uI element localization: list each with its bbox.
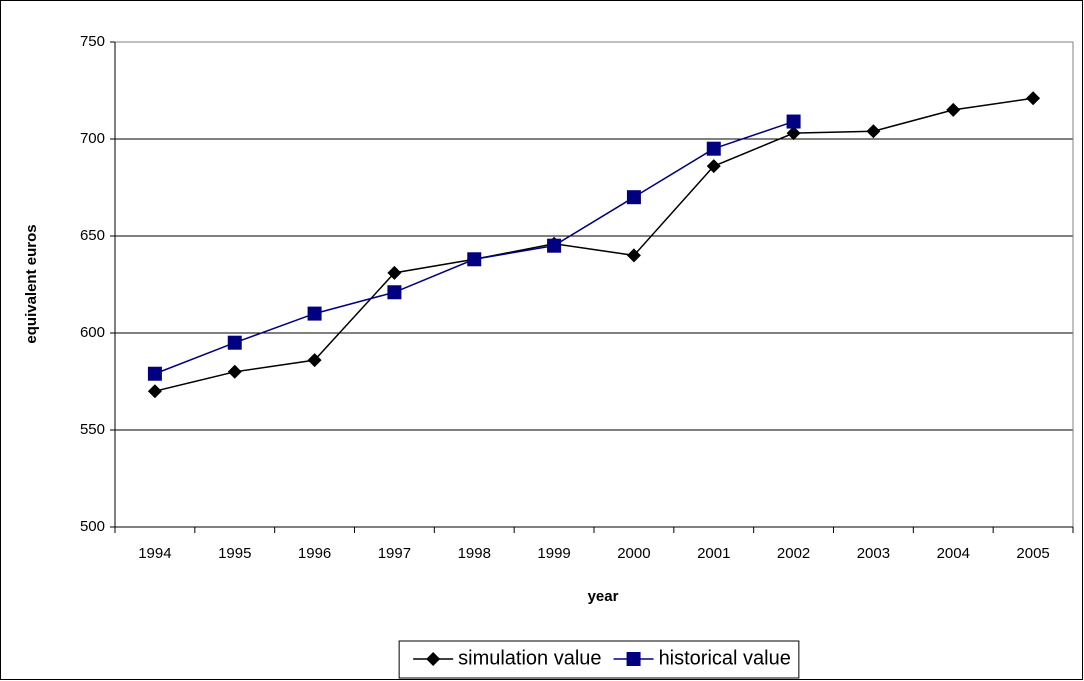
y-tick-label: 750: [80, 33, 105, 50]
marker: [866, 124, 881, 139]
marker: [467, 252, 482, 267]
x-tick-label: 1997: [378, 545, 411, 562]
marker: [426, 652, 441, 666]
marker: [786, 114, 801, 129]
marker: [626, 190, 641, 205]
marker: [227, 335, 242, 350]
y-tick-label: 600: [80, 324, 105, 341]
x-tick-label: 1995: [218, 545, 251, 562]
x-tick-label: 2003: [857, 545, 890, 562]
y-tick-label: 650: [80, 227, 105, 244]
marker: [387, 265, 402, 280]
marker: [786, 126, 801, 141]
x-tick-label: 1999: [537, 545, 570, 562]
marker: [1026, 91, 1041, 106]
series-line: [154, 97, 1034, 392]
legend-label: simulation value: [458, 647, 601, 669]
marker: [307, 306, 322, 321]
x-tick-label: 1998: [458, 545, 491, 562]
marker: [387, 285, 402, 300]
marker: [307, 353, 322, 368]
legend: simulation value historical value: [398, 640, 800, 679]
legend-label: historical value: [659, 647, 791, 669]
marker: [547, 238, 562, 253]
x-tick-label: 2000: [617, 545, 650, 562]
y-axis-label: equivalent euros: [23, 224, 40, 343]
marker: [227, 364, 242, 379]
y-tick-label: 700: [80, 130, 105, 147]
y-tick-label: 550: [80, 421, 105, 438]
marker: [147, 366, 162, 381]
marker: [946, 102, 961, 117]
marker: [626, 652, 641, 666]
marker: [706, 141, 721, 156]
marker: [626, 248, 641, 263]
x-axis-label: year: [588, 588, 619, 605]
x-tick-label: 2002: [777, 545, 810, 562]
x-tick-label: 1994: [138, 545, 171, 562]
x-tick-label: 2004: [937, 545, 970, 562]
y-tick-label: 500: [80, 518, 105, 535]
marker: [706, 159, 721, 174]
x-tick-label: 1996: [298, 545, 331, 562]
x-tick-label: 2005: [1016, 545, 1049, 562]
x-tick-label: 2001: [697, 545, 730, 562]
legend-box: [398, 640, 800, 679]
marker: [147, 384, 162, 399]
